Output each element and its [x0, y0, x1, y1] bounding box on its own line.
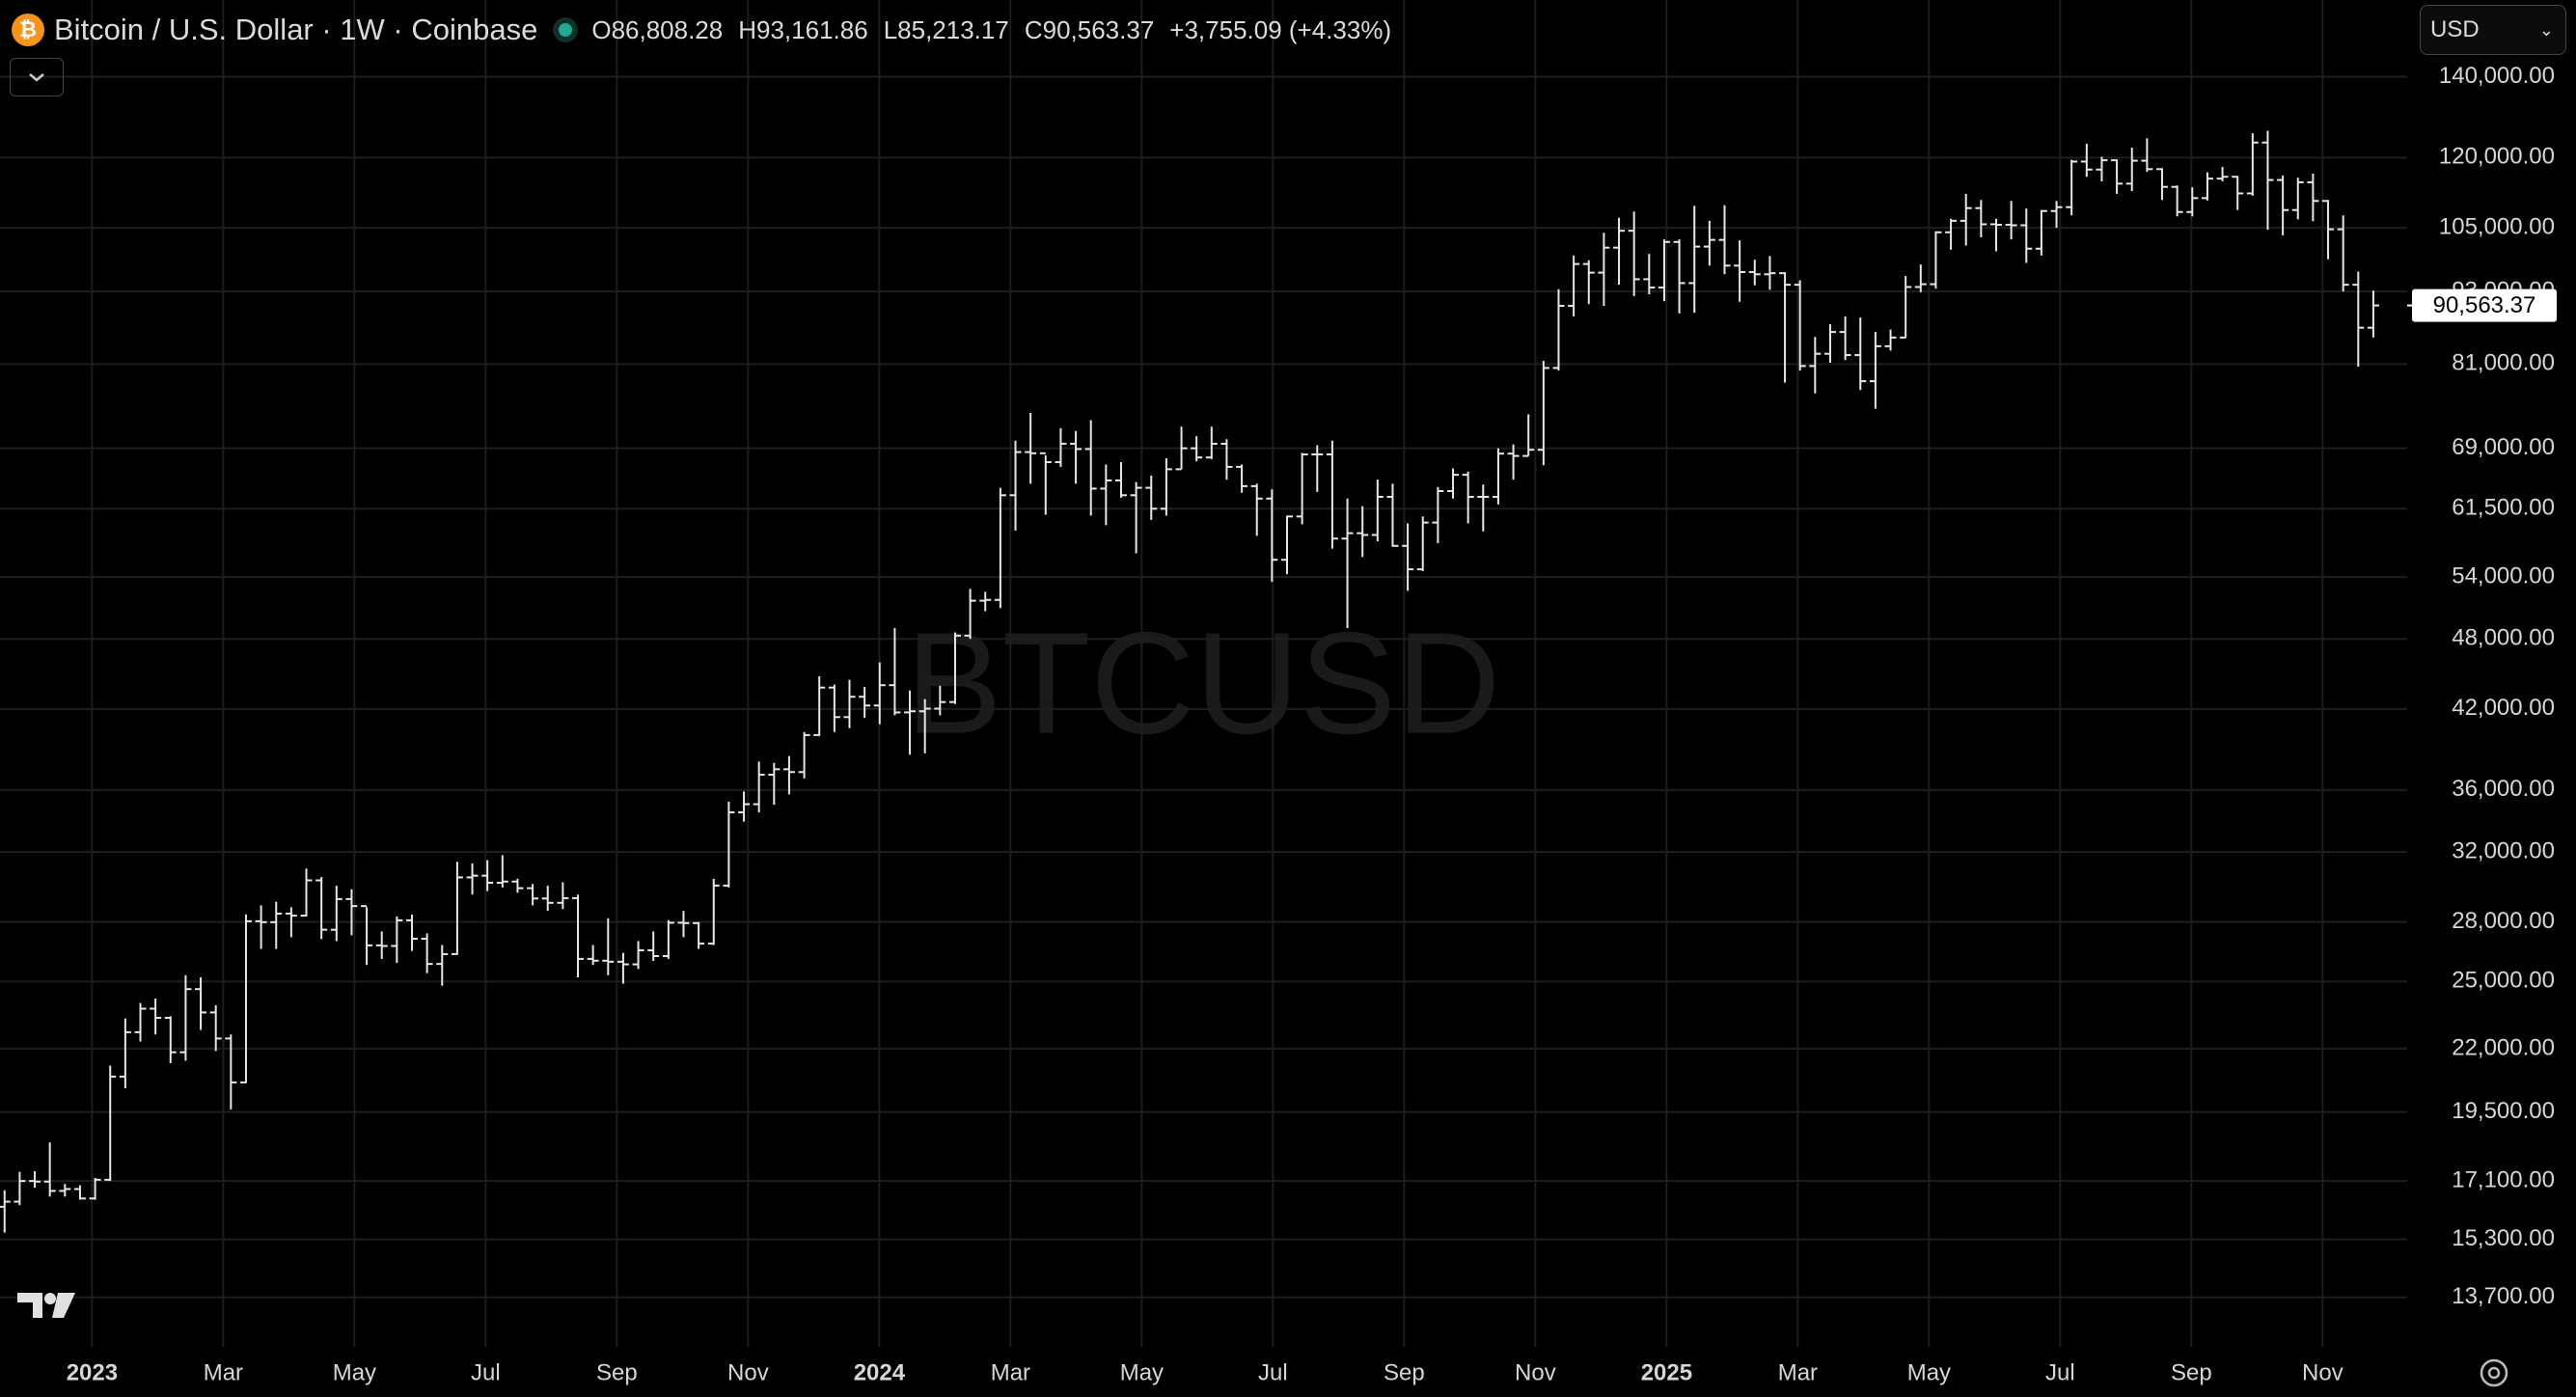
ohlc-item: C90,563.37 — [1025, 15, 1154, 45]
x-tick-label: Mar — [204, 1359, 243, 1385]
watermark: BTCUSD — [906, 602, 1501, 764]
x-tick-label: May — [1907, 1359, 1951, 1385]
x-tick-label: Nov — [727, 1359, 769, 1385]
x-tick-label: Sep — [1384, 1359, 1425, 1385]
ohlc-legend: O86,808.28 H93,161.86 L85,213.17 C90,563.37… — [591, 15, 1391, 45]
y-tick-label: 28,000.00 — [2452, 908, 2555, 934]
x-tick-label: 2024 — [854, 1359, 906, 1385]
x-tick-label: May — [1120, 1359, 1164, 1385]
ohlc-label: O — [591, 14, 612, 44]
ohlc-item: L85,213.17 — [884, 15, 1009, 45]
chevron — [29, 73, 44, 82]
y-tick-label: 17,100.00 — [2452, 1166, 2555, 1192]
y-tick-label: 42,000.00 — [2452, 695, 2555, 721]
ohlc-value: 86,808.28 — [611, 14, 724, 44]
axes: 13,700.00 15,300.00 17,100.00 19,500.00 22,0… — [67, 63, 2557, 1385]
price-change: +3,755.09 (+4.33%) — [1169, 14, 1392, 44]
y-tick-label: 36,000.00 — [2452, 776, 2555, 802]
ohlc-value: 85,213.17 — [897, 14, 1009, 44]
x-tick-label: Mar — [991, 1359, 1030, 1385]
y-tick-label: 61,500.00 — [2452, 495, 2555, 521]
symbol-title[interactable]: Bitcoin / U.S. Dollar · 1W · Coinbase — [54, 13, 538, 46]
x-tick-label: Jul — [2045, 1359, 2075, 1385]
x-tick-label: 2023 — [67, 1359, 118, 1385]
y-tick-label: 120,000.00 — [2439, 144, 2555, 170]
last-price-tag — [2412, 288, 2557, 322]
last-price-label: 90,563.37 — [2433, 292, 2536, 318]
y-tick-label: 22,000.00 — [2452, 1034, 2555, 1060]
bars — [0, 130, 2379, 1233]
x-tick-label: Sep — [2171, 1359, 2212, 1385]
currency: USD — [2430, 16, 2480, 42]
market-status — [559, 23, 573, 37]
ohlc-item: O86,808.28 — [591, 15, 723, 45]
y-tick-label: 19,500.00 — [2452, 1098, 2555, 1124]
currency-select[interactable]: USD ⌄ — [2420, 5, 2566, 55]
ohlc-label: H — [738, 14, 757, 44]
y-tick-label: 69,000.00 — [2452, 434, 2555, 460]
x-tick-label: Sep — [596, 1359, 638, 1385]
grid — [0, 0, 2407, 1347]
ohlc-value: 90,563.37 — [1042, 14, 1155, 44]
ohlc-label: L — [883, 14, 898, 44]
x-tick-label: 2025 — [1641, 1359, 1692, 1385]
ohlc-item: H93,161.86 — [738, 15, 867, 45]
y-tick-label: 32,000.00 — [2452, 837, 2555, 863]
header: ₿ Bitcoin / U.S. Dollar · 1W · Coinbase … — [12, 8, 1391, 52]
y-tick-label: 25,000.00 — [2452, 968, 2555, 994]
collapse-button[interactable] — [10, 58, 64, 96]
y-tick-label: 105,000.00 — [2439, 213, 2555, 239]
coin-icon: ₿ — [12, 14, 44, 46]
y-tick-label: 54,000.00 — [2452, 562, 2555, 589]
x-tick-label: Mar — [1778, 1359, 1818, 1385]
x-tick-label: Jul — [1258, 1359, 1288, 1385]
y-tick-label: 48,000.00 — [2452, 625, 2555, 651]
x-tick-label: May — [333, 1359, 376, 1385]
x-tick-label: Nov — [1515, 1359, 1556, 1385]
tv-logo — [17, 1293, 75, 1318]
x-tick-label: Jul — [471, 1359, 501, 1385]
y-tick-label: 13,700.00 — [2452, 1283, 2555, 1309]
y-tick-label: 140,000.00 — [2439, 63, 2555, 89]
settings-gear[interactable] — [2480, 1358, 2508, 1387]
y-tick-label: 15,300.00 — [2452, 1225, 2555, 1251]
ohlc-value: 93,161.86 — [756, 14, 868, 44]
y-tick-label: 81,000.00 — [2452, 350, 2555, 376]
ohlc-label: C — [1024, 14, 1043, 44]
x-tick-label: Nov — [2302, 1359, 2343, 1385]
